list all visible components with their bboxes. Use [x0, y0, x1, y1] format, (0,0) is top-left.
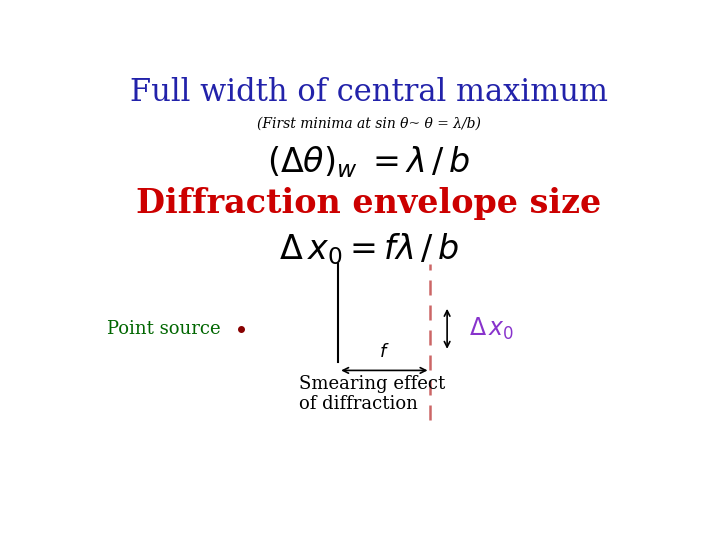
Text: $\Delta\, x_0 = f\lambda\,/\,b$: $\Delta\, x_0 = f\lambda\,/\,b$: [279, 231, 459, 267]
Text: $(\Delta\theta)_w \;= \lambda\,/\,b$: $(\Delta\theta)_w \;= \lambda\,/\,b$: [267, 144, 471, 179]
Text: Point source: Point source: [107, 320, 220, 338]
Text: Diffraction envelope size: Diffraction envelope size: [136, 187, 602, 220]
Text: $f$: $f$: [379, 343, 390, 361]
Text: Full width of central maximum: Full width of central maximum: [130, 77, 608, 109]
Text: Smearing effect
of diffraction: Smearing effect of diffraction: [300, 375, 446, 414]
Text: $\Delta\,x_0$: $\Delta\,x_0$: [469, 316, 515, 342]
Text: (First minima at sin θ~ θ = λ/b): (First minima at sin θ~ θ = λ/b): [257, 117, 481, 131]
